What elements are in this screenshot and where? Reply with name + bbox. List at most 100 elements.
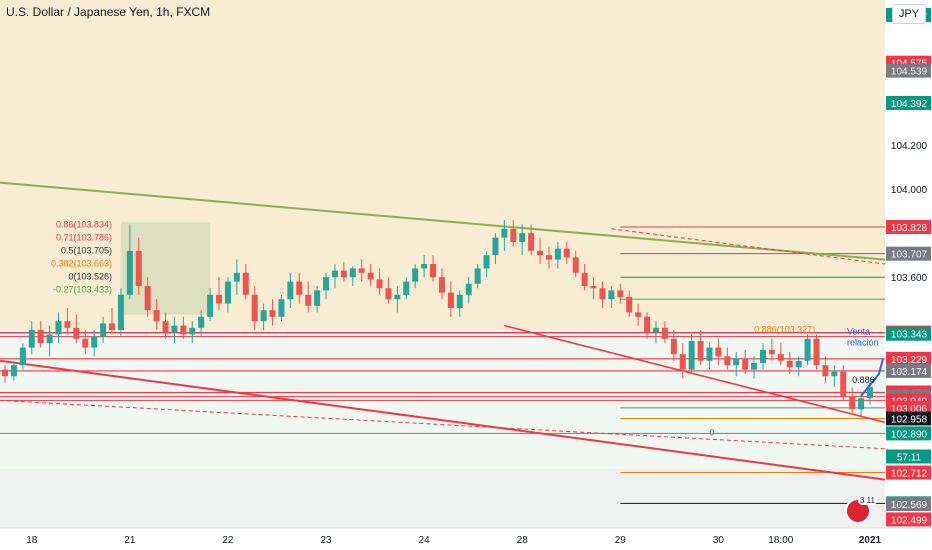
candle: [626, 297, 633, 313]
candle: [795, 360, 802, 368]
fib-annotation-1: 0.886: [852, 375, 875, 385]
time-tick: 23: [320, 535, 332, 546]
candle: [367, 272, 374, 280]
candle: [537, 250, 544, 256]
candle: [670, 338, 677, 355]
candle: [216, 294, 223, 304]
chart-title: U.S. Dollar / Japanese Yen, 1h, FXCM: [6, 5, 211, 19]
price-label: 104.539: [891, 67, 928, 78]
bottom-zone-bg: [0, 468, 885, 528]
candle: [153, 310, 160, 322]
candle: [251, 294, 258, 322]
candle: [563, 248, 570, 258]
time-tick: 18: [26, 535, 38, 546]
candle: [465, 283, 472, 295]
candle: [581, 272, 588, 286]
candle: [768, 349, 775, 355]
candle: [742, 358, 749, 370]
candle: [269, 310, 276, 317]
price-label-bg: [886, 63, 931, 78]
price-axis: 104.200104.000103.600104.792104.575104.5…: [885, 0, 932, 528]
time-tick: 28: [517, 535, 529, 546]
price-tick: 103.600: [891, 273, 928, 284]
candle: [421, 264, 428, 269]
candle: [617, 290, 624, 297]
candle: [314, 290, 321, 306]
events-badge: 3 11: [858, 496, 877, 505]
red-channel-line: [504, 324, 886, 424]
candle: [840, 371, 847, 396]
candle: [492, 237, 499, 256]
fib-label: 0.86(103.834): [56, 220, 112, 230]
price-tick: 104.000: [891, 185, 928, 196]
candle: [697, 341, 704, 361]
price-label-bg: [886, 351, 931, 366]
trade-note-venta: Venta: [847, 326, 870, 336]
candle: [635, 312, 642, 317]
candle: [759, 349, 766, 363]
price-axis-bg: [885, 0, 932, 528]
harmonic-arrow: [860, 358, 884, 397]
price-label: 103.229: [891, 355, 928, 366]
candle: [483, 255, 490, 269]
candle: [198, 316, 205, 328]
candle: [233, 272, 240, 282]
candle: [171, 325, 178, 333]
candle: [180, 325, 187, 335]
price-label: 103.174: [891, 367, 928, 378]
candle: [599, 288, 606, 300]
candle: [804, 338, 811, 361]
price-label-bg: [886, 426, 931, 441]
time-tick: 24: [419, 535, 431, 546]
candle: [519, 233, 526, 242]
price-tick: 104.200: [891, 141, 928, 152]
candle: [572, 257, 579, 273]
candle: [260, 310, 267, 322]
candle: [278, 299, 285, 317]
candle: [438, 277, 445, 293]
price-label-bg: [886, 465, 931, 480]
candle: [340, 270, 347, 278]
candle: [358, 268, 365, 273]
lower-zone-bg: [0, 330, 885, 469]
candle: [733, 358, 740, 366]
time-tick: 21: [124, 535, 136, 546]
dashed-trendline: [0, 399, 886, 450]
candle: [849, 396, 856, 410]
candle: [644, 316, 651, 333]
currency-button[interactable]: JPY: [892, 4, 926, 24]
price-label: 103.707: [891, 250, 928, 261]
candle: [126, 250, 133, 295]
price-label: 102.569: [891, 500, 928, 511]
price-label-bg: [886, 246, 931, 261]
candle: [296, 281, 303, 295]
price-label-bg: [886, 449, 931, 464]
price-label: 57:11: [897, 453, 922, 464]
candle: [242, 272, 249, 295]
candle: [590, 286, 597, 289]
candle: [715, 347, 722, 357]
candle: [867, 387, 873, 399]
price-label-bg: [886, 497, 931, 512]
price-label: 102.958: [891, 414, 928, 425]
candle: [554, 248, 561, 260]
candle: [394, 294, 401, 300]
price-label: 104.392: [891, 99, 928, 110]
candle: [831, 371, 838, 377]
green-trendline: [0, 181, 886, 261]
candle: [430, 264, 437, 278]
time-tick: 30: [713, 535, 725, 546]
candle: [501, 228, 508, 238]
candle: [91, 336, 98, 348]
price-label-bg: [886, 95, 931, 110]
fib-label: 0(103.526): [68, 272, 112, 282]
price-label-bg: [886, 400, 931, 415]
fib-annotation-2: 0: [709, 428, 714, 438]
fib-label: 0.5(103.705): [61, 246, 112, 256]
candle: [144, 286, 151, 311]
candle: [109, 323, 116, 330]
candle: [349, 268, 356, 278]
candle: [385, 288, 392, 300]
time-tick: 29: [615, 535, 627, 546]
